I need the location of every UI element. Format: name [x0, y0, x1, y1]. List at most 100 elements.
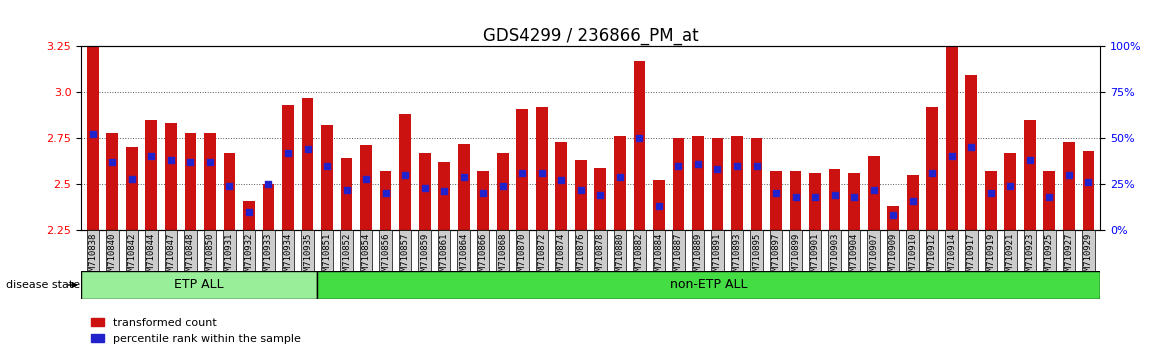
Text: GSM710891: GSM710891 [713, 232, 721, 280]
Text: GSM710934: GSM710934 [284, 232, 293, 280]
Text: GSM710907: GSM710907 [870, 232, 878, 280]
Bar [321, 125, 332, 230]
FancyBboxPatch shape [1063, 230, 1075, 271]
FancyBboxPatch shape [731, 230, 743, 271]
Text: GSM710933: GSM710933 [264, 232, 273, 280]
FancyBboxPatch shape [848, 230, 860, 271]
Point [337, 187, 356, 193]
Text: GSM710897: GSM710897 [771, 232, 780, 280]
Bar [966, 75, 977, 230]
FancyBboxPatch shape [262, 230, 274, 271]
Bar [1083, 151, 1094, 230]
Point [806, 194, 824, 200]
FancyBboxPatch shape [867, 230, 880, 271]
Point [240, 209, 258, 215]
Text: GSM710847: GSM710847 [167, 232, 175, 280]
Point [982, 190, 1001, 196]
Text: GSM710840: GSM710840 [108, 232, 117, 280]
FancyBboxPatch shape [965, 230, 977, 271]
Point [884, 212, 902, 218]
Point [259, 181, 278, 187]
Bar [439, 162, 450, 230]
FancyBboxPatch shape [1004, 230, 1017, 271]
Text: GSM710854: GSM710854 [361, 232, 371, 280]
FancyBboxPatch shape [828, 230, 841, 271]
Point [709, 166, 727, 172]
Text: GSM710929: GSM710929 [1084, 232, 1093, 280]
Bar [907, 175, 918, 230]
Text: GSM710895: GSM710895 [752, 232, 761, 280]
Bar [1043, 171, 1055, 230]
Point [220, 183, 239, 189]
Bar [849, 173, 860, 230]
Bar [633, 61, 645, 230]
FancyBboxPatch shape [711, 230, 724, 271]
Bar [731, 136, 742, 230]
Bar [107, 132, 118, 230]
FancyBboxPatch shape [321, 230, 334, 271]
Point [826, 192, 844, 198]
Text: GSM710859: GSM710859 [420, 232, 430, 280]
Text: GSM710882: GSM710882 [635, 232, 644, 280]
FancyBboxPatch shape [633, 230, 646, 271]
Point [669, 163, 688, 169]
FancyBboxPatch shape [535, 230, 548, 271]
Bar [712, 138, 724, 230]
Point [513, 170, 532, 176]
Text: GSM710864: GSM710864 [460, 232, 468, 280]
Point [435, 189, 454, 194]
Text: GSM710848: GSM710848 [186, 232, 195, 280]
Bar [809, 173, 821, 230]
Bar [243, 201, 255, 230]
Point [591, 192, 609, 198]
Bar [770, 171, 782, 230]
Bar [360, 145, 372, 230]
Text: GSM710919: GSM710919 [987, 232, 995, 280]
FancyBboxPatch shape [497, 230, 510, 271]
Point [376, 190, 395, 196]
FancyBboxPatch shape [204, 230, 217, 271]
Text: GSM710838: GSM710838 [88, 232, 97, 280]
FancyBboxPatch shape [672, 230, 684, 271]
Point [474, 190, 492, 196]
Text: GSM710866: GSM710866 [478, 232, 488, 280]
Bar [1063, 142, 1075, 230]
Bar [164, 123, 177, 230]
Bar [497, 153, 508, 230]
Bar [146, 120, 157, 230]
Text: GSM710925: GSM710925 [1045, 232, 1054, 280]
Point [689, 161, 708, 167]
Point [416, 185, 434, 190]
Text: GSM710927: GSM710927 [1064, 232, 1073, 280]
FancyBboxPatch shape [438, 230, 450, 271]
Point [142, 154, 161, 159]
Point [610, 174, 629, 179]
FancyBboxPatch shape [808, 230, 821, 271]
Bar [926, 107, 938, 230]
Bar [692, 136, 704, 230]
FancyBboxPatch shape [164, 230, 177, 271]
Bar [790, 171, 801, 230]
Bar [887, 206, 899, 230]
Title: GDS4299 / 236866_PM_at: GDS4299 / 236866_PM_at [483, 27, 698, 45]
FancyBboxPatch shape [340, 230, 353, 271]
FancyBboxPatch shape [418, 230, 431, 271]
Bar [536, 107, 548, 230]
FancyBboxPatch shape [594, 230, 607, 271]
Point [903, 198, 922, 204]
FancyBboxPatch shape [301, 230, 314, 271]
Bar [400, 114, 411, 230]
Point [162, 157, 181, 163]
Text: GSM710893: GSM710893 [733, 232, 741, 280]
Bar [829, 169, 841, 230]
Text: GSM710850: GSM710850 [205, 232, 214, 280]
Bar [673, 138, 684, 230]
FancyBboxPatch shape [574, 230, 587, 271]
FancyBboxPatch shape [887, 230, 900, 271]
FancyBboxPatch shape [750, 230, 763, 271]
Text: GSM710903: GSM710903 [830, 232, 840, 280]
Point [533, 170, 551, 176]
Bar [301, 98, 314, 230]
Point [747, 163, 765, 169]
Bar [457, 144, 469, 230]
